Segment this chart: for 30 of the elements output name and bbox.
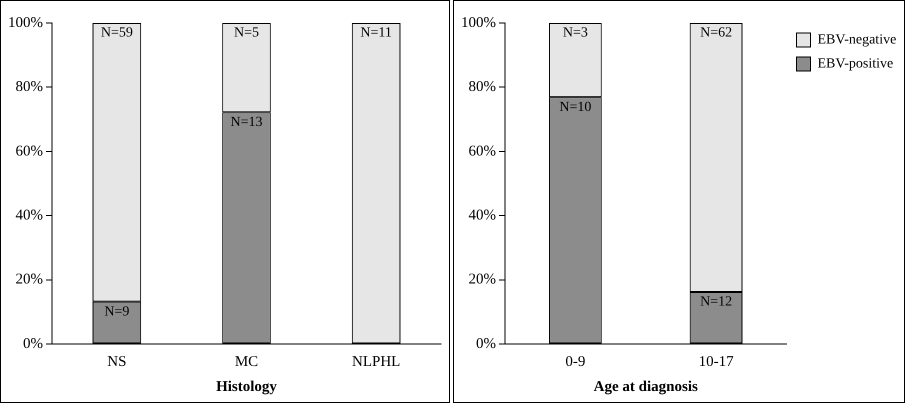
- y-tick-label: 20%: [15, 272, 43, 288]
- legend-label: EBV-positive: [818, 56, 894, 72]
- y-tick-label: 100%: [460, 14, 496, 31]
- annotation: N=3: [562, 26, 588, 41]
- annotation: N=9: [104, 304, 130, 320]
- annotation: N=59: [100, 26, 133, 41]
- y-tick-label: 80%: [468, 79, 496, 96]
- x-tick-label: 10-17: [698, 354, 734, 370]
- y-tick-label: 20%: [468, 272, 496, 288]
- x-tick-label: 0-9: [565, 354, 586, 370]
- y-tick-label: 0%: [22, 336, 43, 352]
- x-tick-label: NLPHL: [352, 354, 400, 370]
- x-tick-label: MC: [234, 354, 258, 370]
- y-tick-label: 40%: [468, 208, 496, 224]
- y-tick-label: 40%: [15, 208, 43, 224]
- x-tick-label: NS: [107, 354, 126, 370]
- x-axis-title: Histology: [216, 378, 278, 395]
- y-tick-label: 100%: [8, 14, 43, 31]
- annotation: N=10: [559, 100, 592, 115]
- annotation: N=12: [700, 294, 732, 310]
- y-tick-label: 60%: [15, 143, 43, 160]
- y-tick-label: 80%: [15, 79, 43, 96]
- y-tick-label: 0%: [476, 336, 496, 352]
- annotation: N=13: [230, 114, 263, 130]
- legend-label: EBV-negative: [818, 32, 896, 48]
- y-tick-label: 60%: [468, 143, 496, 160]
- x-axis-title: Age at diagnosis: [594, 378, 698, 395]
- annotation: N=62: [700, 26, 732, 41]
- annotation: N=11: [360, 26, 392, 41]
- annotation: N=5: [234, 26, 260, 41]
